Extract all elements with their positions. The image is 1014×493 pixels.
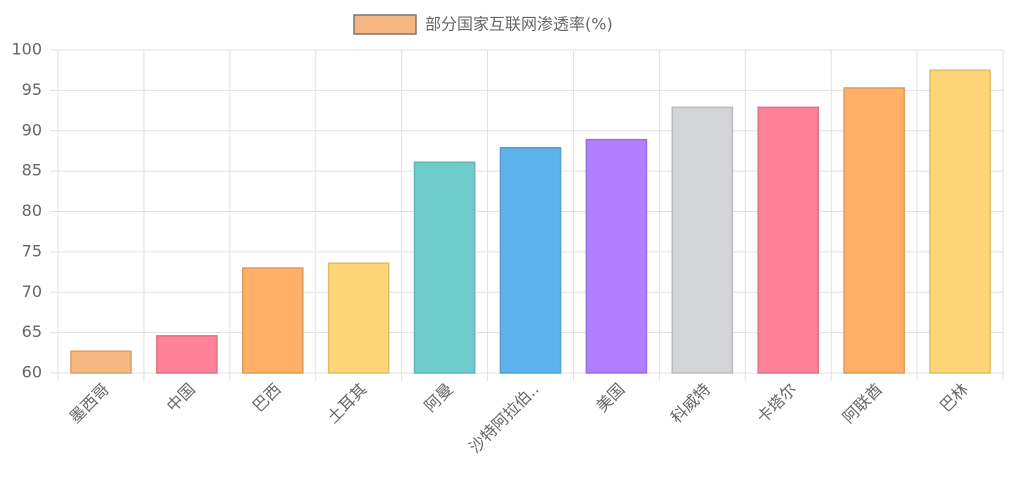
x-tick-label: 巴林 — [936, 380, 972, 416]
bar — [241, 267, 304, 374]
x-tick-label: 沙特阿拉伯.. — [465, 380, 542, 457]
y-tick-label: 60 — [22, 363, 42, 382]
y-tick-label: 100 — [11, 40, 42, 59]
x-tick-label: 卡塔尔 — [753, 380, 800, 427]
bar — [70, 350, 132, 374]
bar — [843, 87, 905, 374]
x-tick-label: 土耳其 — [323, 380, 370, 427]
bar — [499, 146, 562, 374]
x-tick-label: 科威特 — [667, 380, 714, 427]
x-tick-label: 墨西哥 — [66, 380, 113, 427]
y-tick-label: 85 — [22, 161, 42, 180]
x-tick-label: 巴西 — [249, 380, 285, 416]
bar — [156, 335, 218, 374]
bar — [929, 69, 991, 374]
x-tick-label: 美国 — [592, 380, 628, 416]
x-tick-label: 阿曼 — [421, 380, 457, 416]
y-tick-label: 95 — [22, 80, 42, 99]
y-tick-label: 80 — [22, 201, 42, 220]
y-tick-label: 90 — [22, 120, 42, 139]
bar — [585, 138, 648, 374]
bar — [327, 262, 390, 374]
y-tick-label: 75 — [22, 241, 42, 260]
y-tick-label: 65 — [22, 322, 42, 341]
bar — [757, 106, 820, 374]
x-tick-label: 阿联酋 — [839, 380, 886, 427]
bar — [671, 106, 734, 374]
bar — [413, 161, 476, 374]
y-tick-label: 70 — [22, 282, 42, 301]
x-tick-label: 中国 — [163, 380, 199, 416]
legend-label: 部分国家互联网渗透率(%) — [425, 15, 613, 34]
legend-swatch — [353, 14, 417, 35]
